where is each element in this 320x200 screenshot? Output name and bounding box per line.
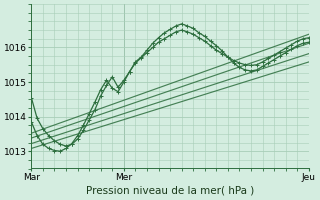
X-axis label: Pression niveau de la mer( hPa ): Pression niveau de la mer( hPa ) <box>86 186 254 196</box>
